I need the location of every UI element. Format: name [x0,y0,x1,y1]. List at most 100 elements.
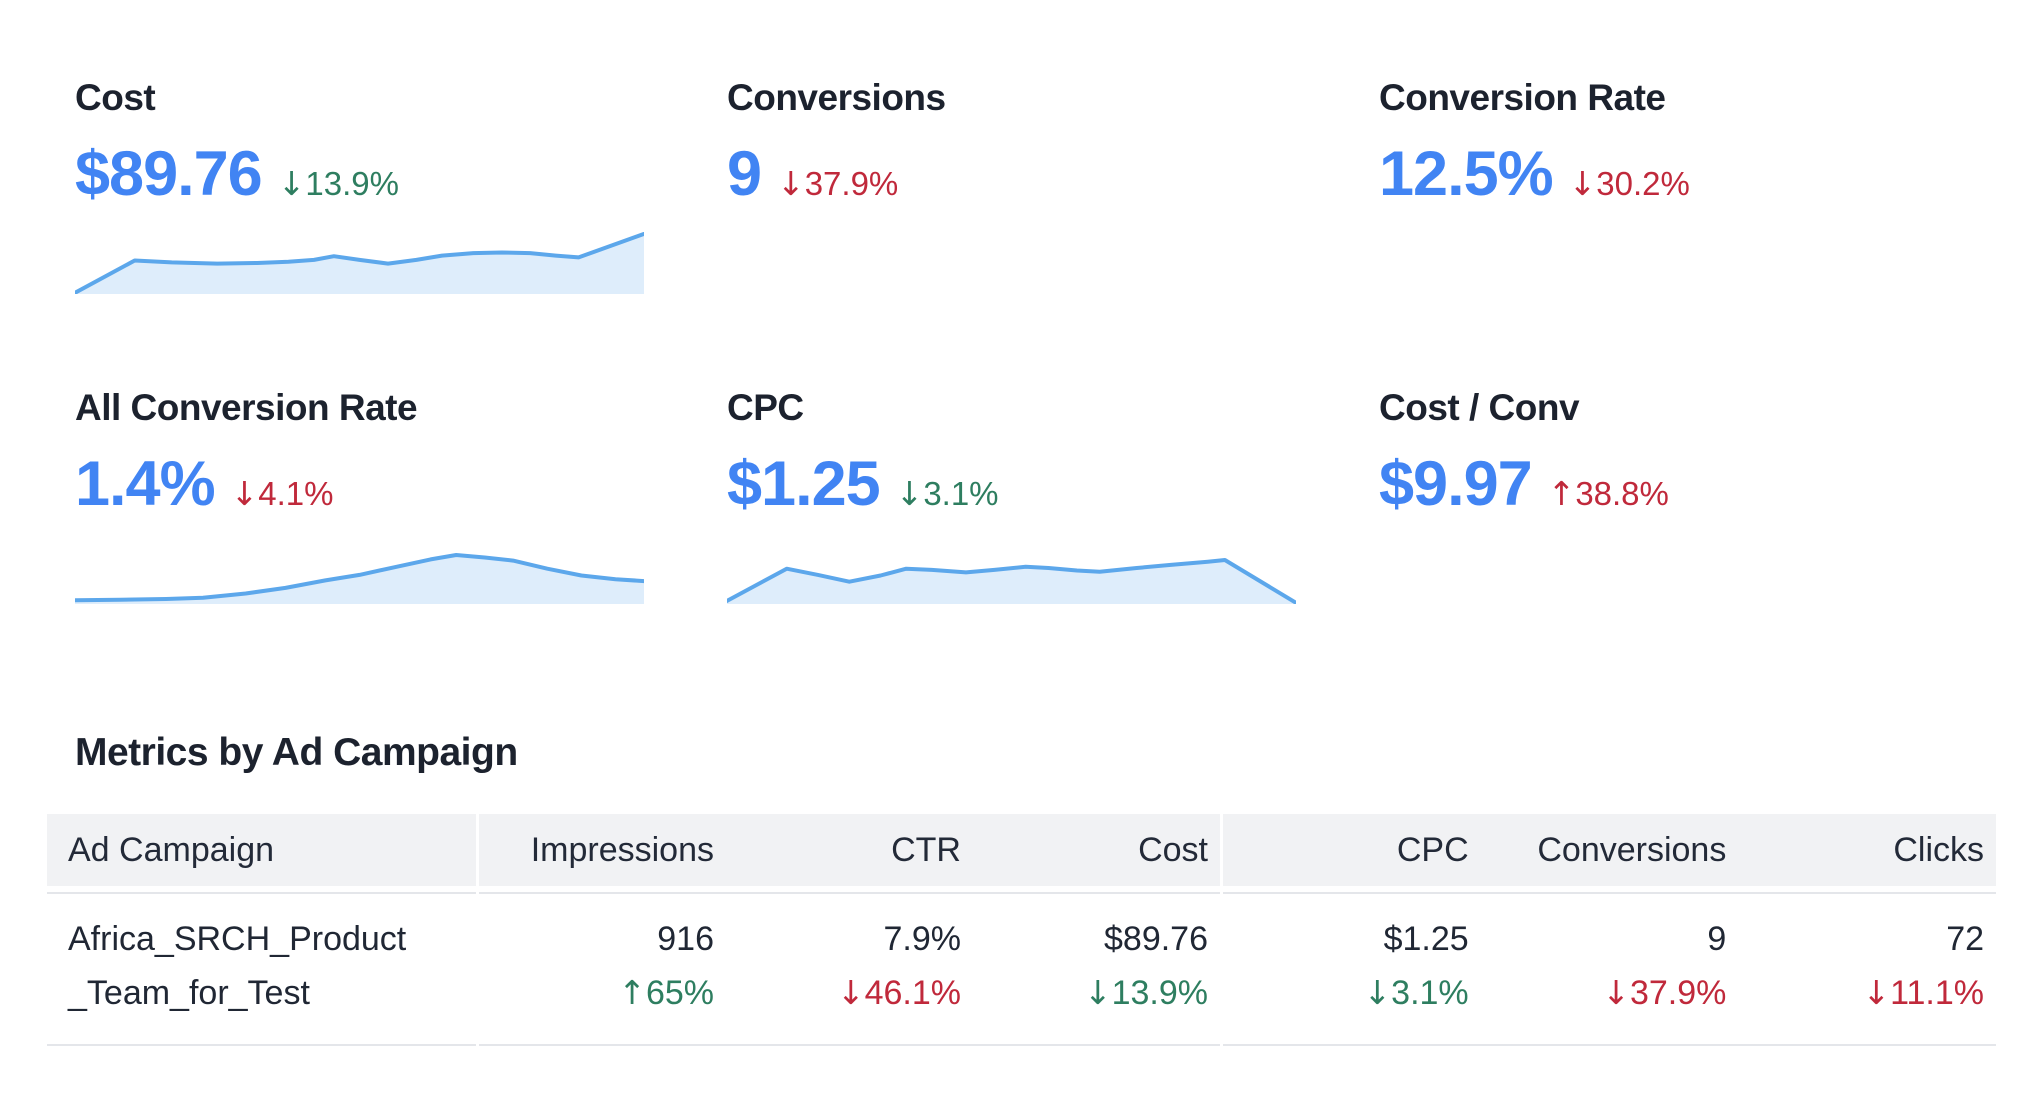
kpi-value-row: $1.25 ↓3.1% [727,448,1332,520]
kpi-card-conversions: Conversions 9 ↓37.9% [727,76,1332,210]
table-row: $1.25 ↓3.1% 9 ↓37.9% 72 ↓11.1% [1223,892,1996,1046]
kpi-title-all-conversion-rate: All Conversion Rate [75,387,418,428]
metric-value-clicks: 72 [1946,920,1985,958]
metric-delta-row: ↑65% [479,966,714,1020]
campaign-table-section: Metrics by Ad Campaign Ad Campaign Africa… [47,728,1996,1046]
down-arrow-icon: ↓ [836,973,865,1012]
kpi-title-cost-per-conv: Cost / Conv [1379,387,1580,428]
up-arrow-icon: ↑ [618,973,646,1012]
table-column-group-3: CPC Conversions Clicks $1.25 ↓3.1% 9 ↓37.9% 72 ↓… [1223,814,1996,1046]
delta-percent: 38.8% [1575,475,1669,512]
table-header-row: Ad Campaign [47,814,476,886]
kpi-value-row: $89.76 ↓13.9% [75,138,680,210]
metric-value-conversions: 9 [1707,920,1727,958]
kpi-value-row: 9 ↓37.9% [727,138,1332,210]
metric-cell-clicks: 72 ↓11.1% [1738,912,1996,1020]
kpi-value-conversion-rate: 12.5% [1379,139,1554,209]
metric-cell-cost: $89.76 ↓13.9% [973,912,1220,1020]
metric-delta-row: ↓11.1% [1738,966,1984,1020]
metric-delta-row: ↓46.1% [726,966,961,1020]
sparkline-area-fill [75,555,644,604]
sparkline-chart [75,553,644,604]
down-arrow-icon: ↓ [1363,973,1392,1012]
kpi-value-cpc: $1.25 [727,449,881,519]
metric-delta-clicks: ↓11.1% [1862,973,1985,1012]
kpi-card-all-conversion-rate: All Conversion Rate 1.4% ↓4.1% [75,386,680,604]
kpi-delta-conversion-rate: ↓30.2% [1569,164,1690,204]
kpi-value-cost: $89.76 [75,139,263,209]
kpi-value-row: 12.5% ↓30.2% [1379,138,1984,210]
table-header-row: CPC Conversions Clicks [1223,814,1996,886]
kpi-value-row: 1.4% ↓4.1% [75,448,680,520]
metric-delta-cpc: ↓3.1% [1363,973,1469,1012]
kpi-title-conversion-rate: Conversion Rate [1379,77,1666,118]
campaign-name-cell: Africa_SRCH_Product _Team_for_Test [47,912,476,1020]
kpi-cards-section: Cost $89.76 ↓13.9% Conversions 9 ↓37.9% Conver… [75,76,1984,604]
metric-value-cpc: $1.25 [1383,920,1469,958]
kpi-delta-cost: ↓13.9% [278,164,399,204]
metric-value-ctr: 7.9% [883,920,962,958]
delta-percent: 37.9% [1629,974,1727,1012]
table-column-group-2: Impressions CTR Cost 916 ↑65% 7.9% ↓46.1% $89.7… [479,814,1220,1046]
down-arrow-icon: ↓ [230,474,259,513]
delta-percent: 30.2% [1596,165,1690,202]
delta-percent: 65% [645,974,714,1012]
kpi-card-cost-per-conv: Cost / Conv $9.97 ↑38.8% [1379,386,1984,520]
column-header-conversions[interactable]: Conversions [1537,830,1727,869]
campaign-name-line: _Team_for_Test [68,974,310,1012]
down-arrow-icon: ↓ [1083,973,1112,1012]
sparkline-area-fill [75,233,644,294]
sparkline-line [75,553,644,603]
down-arrow-icon: ↓ [1862,973,1891,1012]
kpi-title-cost: Cost [75,77,156,118]
kpi-delta-all-conversion-rate: ↓4.1% [231,474,334,514]
kpi-delta-conversions: ↓37.9% [777,164,898,204]
metric-value-cost: $89.76 [1104,920,1208,958]
column-header-clicks[interactable]: Clicks [1893,830,1985,869]
metric-cell-cpc: $1.25 ↓3.1% [1223,912,1481,1020]
column-header-ad-campaign[interactable]: Ad Campaign [68,830,275,869]
metric-cell-impressions: 916 ↑65% [479,912,726,1020]
column-header-ctr[interactable]: CTR [891,830,961,869]
kpi-delta-cpc: ↓3.1% [896,474,999,514]
column-header-impressions[interactable]: Impressions [530,830,714,869]
kpi-card-cpc: CPC $1.25 ↓3.1% [727,386,1332,604]
column-header-cpc[interactable]: CPC [1396,830,1469,869]
metric-delta-ctr: ↓46.1% [836,973,961,1012]
up-arrow-icon: ↑ [1547,474,1576,513]
sparkline-line [75,232,644,294]
delta-percent: 11.1% [1890,974,1985,1012]
metric-delta-row: ↓3.1% [1223,966,1469,1020]
kpi-title-conversions: Conversions [727,77,946,118]
metric-delta-cost: ↓13.9% [1083,973,1208,1012]
campaign-table: Ad Campaign Africa_SRCH_Product _Team_for_… [47,814,1996,1046]
sparkline-area-fill [727,560,1296,604]
delta-percent: 46.1% [864,974,961,1012]
kpi-title-cpc: CPC [727,387,804,428]
table-row: 916 ↑65% 7.9% ↓46.1% $89.76 ↓13.9% [479,892,1220,1046]
metric-delta-row: ↓13.9% [973,966,1208,1020]
kpi-value-conversions: 9 [727,139,762,209]
delta-percent: 13.9% [1111,974,1208,1012]
delta-percent: 3.1% [1391,974,1469,1012]
sparkline-line [727,558,1296,604]
delta-percent: 37.9% [804,165,899,202]
delta-percent: 3.1% [923,475,999,512]
down-arrow-icon: ↓ [777,164,805,203]
metric-delta-impressions: ↑65% [618,973,714,1012]
table-row: Africa_SRCH_Product _Team_for_Test [47,892,476,1046]
table-title: Metrics by Ad Campaign [75,731,518,774]
table-header-row: Impressions CTR Cost [479,814,1220,886]
sparkline-chart [75,232,644,294]
campaign-name-line: Africa_SRCH_Product [68,920,407,958]
metric-value-impressions: 916 [657,920,714,958]
down-arrow-icon: ↓ [1568,164,1597,203]
kpi-value-all-conversion-rate: 1.4% [75,449,216,519]
down-arrow-icon: ↓ [895,474,924,513]
column-header-cost[interactable]: Cost [1138,830,1208,869]
down-arrow-icon: ↓ [277,164,306,203]
metric-cell-ctr: 7.9% ↓46.1% [726,912,973,1020]
kpi-value-cost-per-conv: $9.97 [1379,449,1533,519]
metric-delta-row: ↓37.9% [1481,966,1727,1020]
